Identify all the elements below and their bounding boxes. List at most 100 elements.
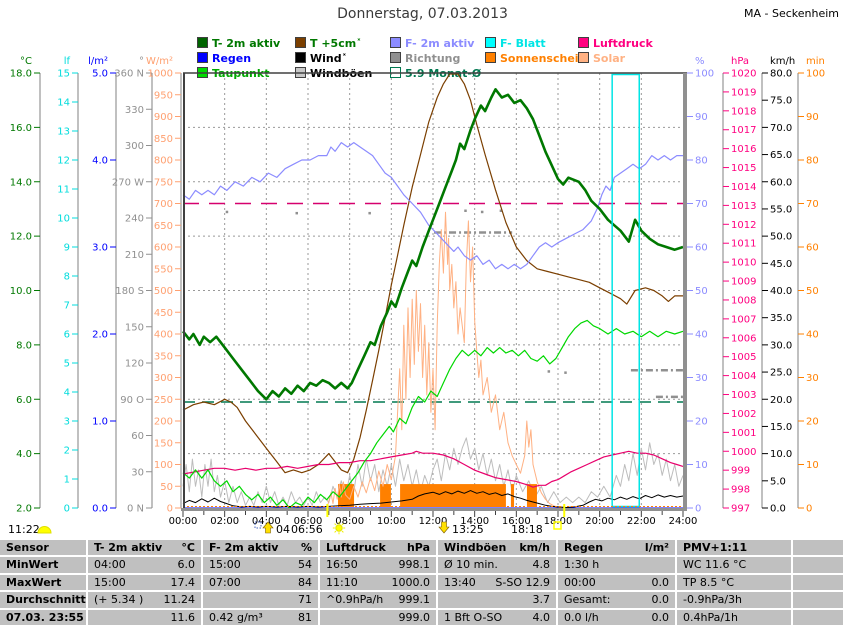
cell-value: 4.0	[532, 610, 551, 624]
cell-text: 15:00	[94, 575, 126, 589]
table-cell-empty	[793, 574, 843, 591]
moon-icon	[37, 526, 52, 534]
table-header-cell: T- 2m aktiv °C	[88, 540, 201, 556]
table-row-name: MaxWert	[0, 574, 86, 591]
table-header-cell: PMV+1:11	[677, 540, 791, 556]
axis-tick-label-hpa: 1002	[731, 409, 756, 420]
axis-title-lf: lf	[64, 56, 71, 67]
table-cell: 00:00 0.0	[558, 574, 675, 591]
axis-tick-label-lf: 9	[64, 243, 70, 254]
axis-tick-label-pct: 10	[695, 460, 708, 471]
axis-tick-label-rain: 0.0	[92, 504, 108, 515]
table-cell: 71	[203, 592, 318, 608]
axis-tick-label-solar: 1000	[148, 69, 173, 80]
table-cell: ^0.9hPa/h 999.1	[320, 592, 436, 608]
axis-tick-label-kmh: 35.0	[770, 313, 792, 324]
axis-tick-label-kmh: 50.0	[770, 232, 792, 243]
axis-tick-label-hpa: 1008	[731, 295, 756, 306]
axis-tick-label-pct: 90	[695, 112, 708, 123]
axis-tick-label-pct: 50	[695, 286, 708, 297]
cell-text: 0.4hPa/1h	[683, 610, 739, 624]
axis-title-rain: l/m²	[88, 56, 108, 67]
axis-tick-label-dir: 360 N	[114, 69, 144, 80]
sunrise-arrow-icon	[262, 521, 274, 534]
cell-text: TP 8.5 °C	[683, 575, 735, 589]
cell-value: %	[300, 541, 312, 554]
cell-value: 3.7	[532, 593, 551, 607]
axis-tick-label-temp: 10.0	[10, 286, 32, 297]
cell-value: 54	[298, 558, 312, 572]
legend-swatch-icon	[485, 52, 496, 63]
legend-label: T +5cm˟	[310, 37, 362, 50]
legend-swatch-icon	[295, 52, 306, 63]
axis-tick-label-lf: 6	[64, 330, 70, 341]
axis-tick-label-temp: 16.0	[10, 123, 32, 134]
sunset-square-icon	[553, 521, 562, 530]
table-cell-empty	[793, 592, 843, 608]
axis-tick-label-dir: 210	[125, 250, 144, 261]
sunshine-block	[400, 484, 506, 507]
cell-text: (+ 5.34 )	[94, 593, 144, 607]
table-cell: 07:00 84	[203, 574, 318, 591]
legend-label: F- Blatt	[500, 37, 546, 50]
axis-tick-label-lf: 13	[57, 127, 70, 138]
axis-tick-label-solar: 500	[154, 286, 173, 297]
axis-tick-label-dir: 120	[125, 359, 144, 370]
legend-item-regen: Regen	[197, 47, 251, 65]
series-f2m	[182, 142, 683, 270]
x-axis-label: 16:00	[502, 516, 531, 527]
axis-title-temp: °C	[20, 56, 32, 67]
axis-tick-label-pct: 80	[695, 156, 708, 167]
axis-tick-label-kmh: 40.0	[770, 286, 792, 297]
series-t5cm	[182, 73, 683, 474]
table-cell: -0.9hPa/3h	[677, 592, 791, 608]
axis-tick-label-solar: 250	[154, 395, 173, 406]
axis-tick-label-pct: 0	[695, 504, 701, 515]
marker-box-icon	[254, 521, 262, 529]
axis-tick-label-lf: 11	[57, 185, 70, 196]
axis-tick-label-kmh: 60.0	[770, 177, 792, 188]
legend-item-luftdruck: Luftdruck	[578, 32, 653, 50]
legend-swatch-icon	[390, 37, 401, 48]
axis-tick-label-kmh: 55.0	[770, 204, 792, 215]
axis-title-kmh: km/h	[770, 56, 795, 67]
axis-tick-label-pct: 40	[695, 330, 708, 341]
x-axis-label: 06:00	[294, 516, 323, 527]
axis-tick-label-minax: 40	[806, 330, 819, 341]
axis-tick-label-solar: 150	[154, 438, 173, 449]
axis-tick-label-hpa: 1005	[731, 352, 756, 363]
cell-text: WC 11.6 °C	[683, 558, 747, 572]
cell-value: 4.8	[532, 558, 551, 572]
axis-tick-label-hpa: 1014	[731, 182, 756, 193]
axis-tick-label-hpa: 1006	[731, 333, 756, 344]
table-cell-empty	[793, 540, 843, 556]
axis-tick-label-hpa: 1003	[731, 390, 756, 401]
axis-tick-label-pct: 20	[695, 417, 708, 428]
axis-tick-label-solar: 700	[154, 199, 173, 210]
cell-value: 0.0	[651, 610, 670, 624]
table-cell: 0.0 l/h 0.0	[558, 609, 675, 625]
axis-tick-label-hpa: 1015	[731, 163, 756, 174]
axis-tick-label-lf: 8	[64, 272, 70, 283]
axis-tick-label-lf: 4	[64, 388, 70, 399]
table-cell: 11:10 1000.0	[320, 574, 436, 591]
axis-tick-label-solar: 650	[154, 221, 173, 232]
x-axis-label: 14:00	[460, 516, 489, 527]
axis-tick-label-kmh: 20.0	[770, 395, 792, 406]
axis-tick-label-lf: 2	[64, 446, 70, 457]
axis-tick-label-pct: 30	[695, 373, 708, 384]
axis-tick-label-lf: 12	[57, 156, 70, 167]
x-axis-label: 00:00	[169, 516, 198, 527]
axis-tick-label-lf: 1	[64, 475, 70, 486]
cell-text: MinWert	[6, 558, 59, 572]
axis-tick-label-hpa: 999	[731, 466, 750, 477]
axis-tick-label-hpa: 1019	[731, 87, 756, 98]
cell-value: 81	[298, 610, 312, 624]
cell-value: 999.1	[398, 593, 431, 607]
cell-text: 0.42 g/m³	[209, 610, 263, 624]
series-t2m	[181, 88, 684, 401]
legend-item-richtung: Richtung	[390, 47, 460, 65]
cell-value: 0.0	[651, 575, 670, 589]
x-axis-label: 02:00	[210, 516, 239, 527]
axis-tick-label-solar: 0	[167, 504, 173, 515]
